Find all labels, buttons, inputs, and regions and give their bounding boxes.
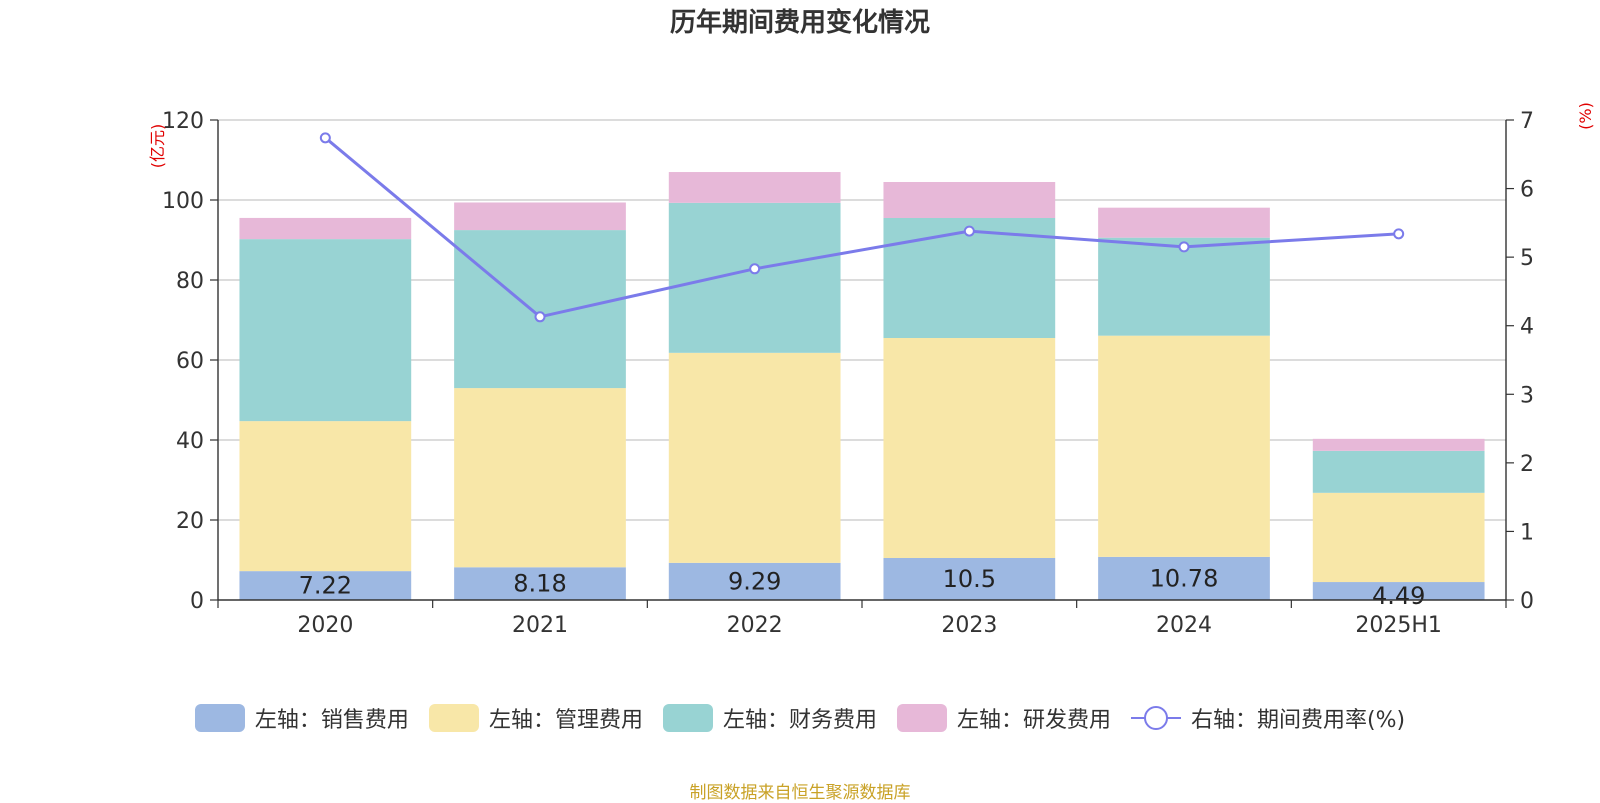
bar-rnd-2023 bbox=[883, 182, 1056, 218]
bar-mgmt-2020 bbox=[239, 421, 412, 572]
y-right-tick-label: 5 bbox=[1520, 246, 1534, 271]
bar-sales-2023 bbox=[883, 558, 1056, 600]
y-right-tick-label: 2 bbox=[1520, 452, 1534, 477]
bar-fin-2021 bbox=[454, 230, 626, 389]
source-note: 制图数据来自恒生聚源数据库 bbox=[689, 783, 911, 803]
legend-item[interactable]: 左轴：财务费用 bbox=[662, 702, 877, 734]
rate-point-2025H1 bbox=[1393, 228, 1405, 240]
data-label-sales-2025H1: 4.49 bbox=[1372, 582, 1425, 610]
bar-sales-2022 bbox=[668, 562, 841, 600]
y-left-tick-label: 60 bbox=[176, 349, 204, 374]
data-label-sales-2020: 7.22 bbox=[299, 572, 352, 600]
x-tick-label: 2022 bbox=[727, 613, 783, 638]
y-right-tick-label: 6 bbox=[1520, 178, 1534, 203]
rate-line bbox=[324, 136, 1399, 319]
x-tick-label: 2020 bbox=[297, 613, 353, 638]
y-left-tick-label: 120 bbox=[162, 109, 204, 134]
bar-rnd-2025H1 bbox=[1312, 438, 1485, 451]
y-left-tick-label: 80 bbox=[176, 269, 204, 294]
bar-fin-2022 bbox=[668, 202, 841, 353]
bar-mgmt-2023 bbox=[883, 338, 1056, 558]
bar-mgmt-2025H1 bbox=[1312, 492, 1485, 583]
x-tick-label: 2025H1 bbox=[1355, 613, 1442, 638]
y-left-tick-label: 40 bbox=[176, 429, 204, 454]
legend-swatch bbox=[194, 704, 245, 732]
legend-swatch bbox=[662, 704, 713, 732]
rate-point-2020 bbox=[319, 132, 331, 144]
legend-label: 右轴：期间费用率(%) bbox=[1190, 708, 1406, 733]
bar-sales-2020 bbox=[239, 571, 412, 600]
rate-point-2024 bbox=[1178, 241, 1190, 253]
bar-mgmt-2022 bbox=[668, 352, 841, 563]
data-label-sales-2021: 8.18 bbox=[513, 570, 566, 598]
bar-fin-2023 bbox=[883, 218, 1056, 338]
legend-label: 左轴：财务费用 bbox=[722, 708, 877, 733]
bar-sales-2024 bbox=[1098, 556, 1270, 600]
y-right-tick-label: 3 bbox=[1520, 383, 1534, 408]
legend-label: 左轴：管理费用 bbox=[488, 708, 643, 733]
legend-label: 左轴：研发费用 bbox=[956, 708, 1111, 733]
legend-item[interactable]: 右轴：期间费用率(%) bbox=[1130, 702, 1406, 734]
bar-sales-2025H1 bbox=[1312, 582, 1485, 600]
y-left-tick-label: 100 bbox=[162, 189, 204, 214]
y-left-tick-label: 0 bbox=[190, 589, 204, 614]
bar-sales-2021 bbox=[454, 567, 626, 600]
data-label-sales-2023: 10.5 bbox=[943, 565, 996, 593]
bar-fin-2020 bbox=[239, 239, 412, 422]
legend-line-marker-icon bbox=[1130, 704, 1181, 732]
x-tick-label: 2024 bbox=[1156, 613, 1212, 638]
y-right-unit: (%) bbox=[1576, 102, 1595, 130]
chart-legend: 左轴：销售费用 左轴：管理费用 左轴：财务费用 左轴：研发费用 右轴：期间费用率(%) bbox=[0, 702, 1600, 734]
bar-fin-2025H1 bbox=[1312, 450, 1485, 493]
x-tick-label: 2021 bbox=[512, 613, 568, 638]
bar-rnd-2021 bbox=[454, 202, 626, 231]
y-right-tick-label: 1 bbox=[1520, 520, 1534, 545]
y-right-tick-label: 4 bbox=[1520, 315, 1534, 340]
y-right-tick-label: 0 bbox=[1520, 589, 1534, 614]
y-left-tick-label: 20 bbox=[176, 509, 204, 534]
rate-point-2023 bbox=[963, 225, 975, 237]
bar-mgmt-2021 bbox=[454, 388, 626, 568]
y-left-unit: (亿元) bbox=[148, 124, 167, 169]
bar-mgmt-2024 bbox=[1098, 335, 1270, 557]
data-label-sales-2022: 9.29 bbox=[728, 567, 781, 595]
legend-swatch bbox=[428, 704, 479, 732]
rate-point-2021 bbox=[534, 311, 546, 323]
bar-rnd-2022 bbox=[668, 172, 841, 203]
bar-rnd-2024 bbox=[1098, 207, 1270, 238]
chart-canvas: 0 20 40 60 80 100 120 0 1 2 3 4 5 6 7 7.22 8.18 9.29 10.5 1… bbox=[148, 102, 1595, 638]
rate-point-2022 bbox=[749, 263, 761, 275]
legend-item[interactable]: 左轴：销售费用 bbox=[194, 702, 409, 734]
legend-item[interactable]: 左轴：管理费用 bbox=[428, 702, 643, 734]
legend-label: 左轴：销售费用 bbox=[254, 708, 409, 733]
bar-rnd-2020 bbox=[239, 217, 412, 240]
legend-swatch bbox=[896, 704, 947, 732]
bar-fin-2024 bbox=[1098, 237, 1270, 336]
data-label-sales-2024: 10.78 bbox=[1150, 564, 1219, 592]
x-tick-label: 2023 bbox=[941, 613, 997, 638]
chart-title: 历年期间费用变化情况 bbox=[669, 8, 930, 38]
y-right-tick-label: 7 bbox=[1520, 109, 1534, 134]
legend-item[interactable]: 左轴：研发费用 bbox=[896, 702, 1111, 734]
